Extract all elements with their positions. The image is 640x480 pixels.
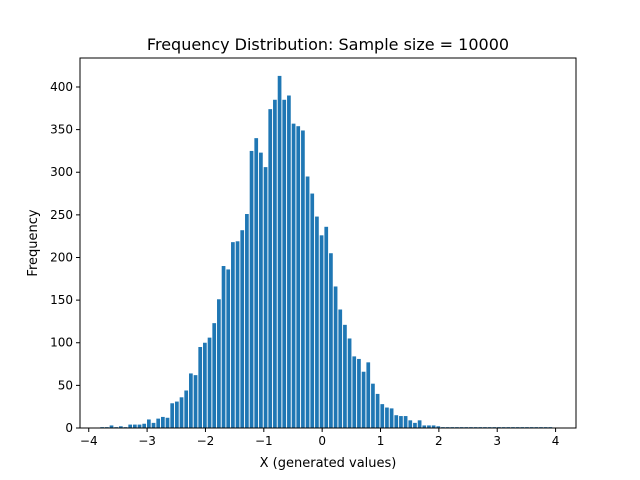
histogram-bar <box>189 373 193 428</box>
histogram-bar <box>287 95 291 428</box>
histogram-bar <box>431 425 436 428</box>
histogram-bar <box>366 362 371 428</box>
histogram-bar <box>329 253 333 428</box>
histogram-bar <box>291 123 296 429</box>
x-tick-label: 1 <box>377 434 385 448</box>
histogram-bar <box>399 416 403 428</box>
plot-frame <box>79 57 577 429</box>
y-tick-label: 300 <box>50 165 73 179</box>
histogram-bar <box>385 407 389 428</box>
y-tick-label: 400 <box>50 80 73 94</box>
histogram-bar <box>118 426 123 428</box>
histogram-bar <box>137 424 142 428</box>
histogram-bar <box>282 99 287 429</box>
y-tick-label: 100 <box>50 336 73 350</box>
histogram-bar <box>310 193 315 428</box>
histogram-bar <box>217 299 221 428</box>
histogram-bar <box>259 152 263 428</box>
histogram-bar <box>296 126 301 428</box>
histogram-bar <box>203 342 207 428</box>
histogram-bar <box>263 167 268 428</box>
y-tick-label: 350 <box>50 123 73 137</box>
x-tick-label: 3 <box>493 434 501 448</box>
x-tick-label: 0 <box>318 434 326 448</box>
histogram-bar <box>389 408 394 428</box>
histogram-bar <box>277 75 282 429</box>
histogram-bar <box>254 138 259 428</box>
histogram-bar <box>207 337 212 428</box>
histogram-bar <box>436 426 441 428</box>
histogram-bar <box>422 425 427 428</box>
y-tick-label: 0 <box>65 421 73 435</box>
histogram-bar <box>273 99 277 429</box>
chart-title: Frequency Distribution: Sample size = 10… <box>147 35 509 54</box>
y-axis-ticks: 0 50 100 150 200 250 300 350 400 <box>50 80 80 435</box>
histogram-bar <box>333 286 338 428</box>
histogram-bar <box>226 269 231 428</box>
histogram-bar <box>347 338 352 428</box>
histogram-bar <box>394 415 399 428</box>
histogram-bar <box>193 375 198 428</box>
y-axis-label: Frequency <box>26 209 41 276</box>
histogram-bar <box>128 424 133 428</box>
histogram-bar <box>133 424 137 428</box>
histogram-bar <box>301 130 305 428</box>
histogram-bar <box>305 176 310 428</box>
histogram-bar <box>161 416 165 428</box>
histogram-bar <box>403 416 408 428</box>
histogram-bar <box>179 397 184 428</box>
x-tick-label: 4 <box>552 434 560 448</box>
histogram-bar <box>324 226 329 428</box>
histogram-bar <box>338 309 343 428</box>
histogram-bar <box>212 323 217 428</box>
histogram-bar <box>315 216 319 428</box>
histogram-bar <box>357 358 361 428</box>
x-tick-label: −3 <box>138 434 156 448</box>
histogram-bar <box>231 242 235 428</box>
histogram-bar <box>319 235 324 428</box>
histogram-bar <box>343 324 347 428</box>
histogram-bar <box>249 150 254 428</box>
histogram-bar <box>371 383 375 428</box>
histogram-bar <box>352 356 357 428</box>
histogram-bar <box>361 371 366 428</box>
histogram-bar <box>151 422 156 428</box>
histogram-bar <box>245 214 249 428</box>
x-tick-label: −2 <box>197 434 215 448</box>
histogram-bar <box>109 425 114 428</box>
y-tick-label: 150 <box>50 293 73 307</box>
histogram-bar <box>240 230 245 428</box>
histogram-bar <box>408 420 413 428</box>
histogram-bar <box>268 109 273 429</box>
histogram-bar <box>221 266 226 428</box>
histogram-bar <box>375 393 380 428</box>
histogram-bar <box>417 420 422 428</box>
x-tick-label: 2 <box>435 434 443 448</box>
histogram-bar <box>156 418 161 428</box>
histogram-bar <box>413 422 417 428</box>
histogram-bar <box>165 417 170 428</box>
histogram-bar <box>235 241 240 428</box>
y-tick-label: 50 <box>58 378 73 392</box>
y-tick-label: 250 <box>50 208 73 222</box>
histogram-bar <box>184 390 189 428</box>
histogram-bar <box>175 401 179 428</box>
x-axis-ticks: −4 −3 −2 −1 0 1 2 3 4 <box>80 428 559 448</box>
bars-group <box>100 75 553 429</box>
histogram-bar <box>380 404 385 428</box>
x-tick-label: −1 <box>255 434 273 448</box>
histogram-bar <box>170 403 175 428</box>
histogram-bar <box>142 423 147 428</box>
x-tick-label: −4 <box>80 434 98 448</box>
y-tick-label: 200 <box>50 250 73 264</box>
histogram-bar <box>427 425 431 428</box>
x-axis-label: X (generated values) <box>260 456 397 471</box>
histogram-bar <box>198 347 203 428</box>
histogram-bar <box>147 419 151 428</box>
